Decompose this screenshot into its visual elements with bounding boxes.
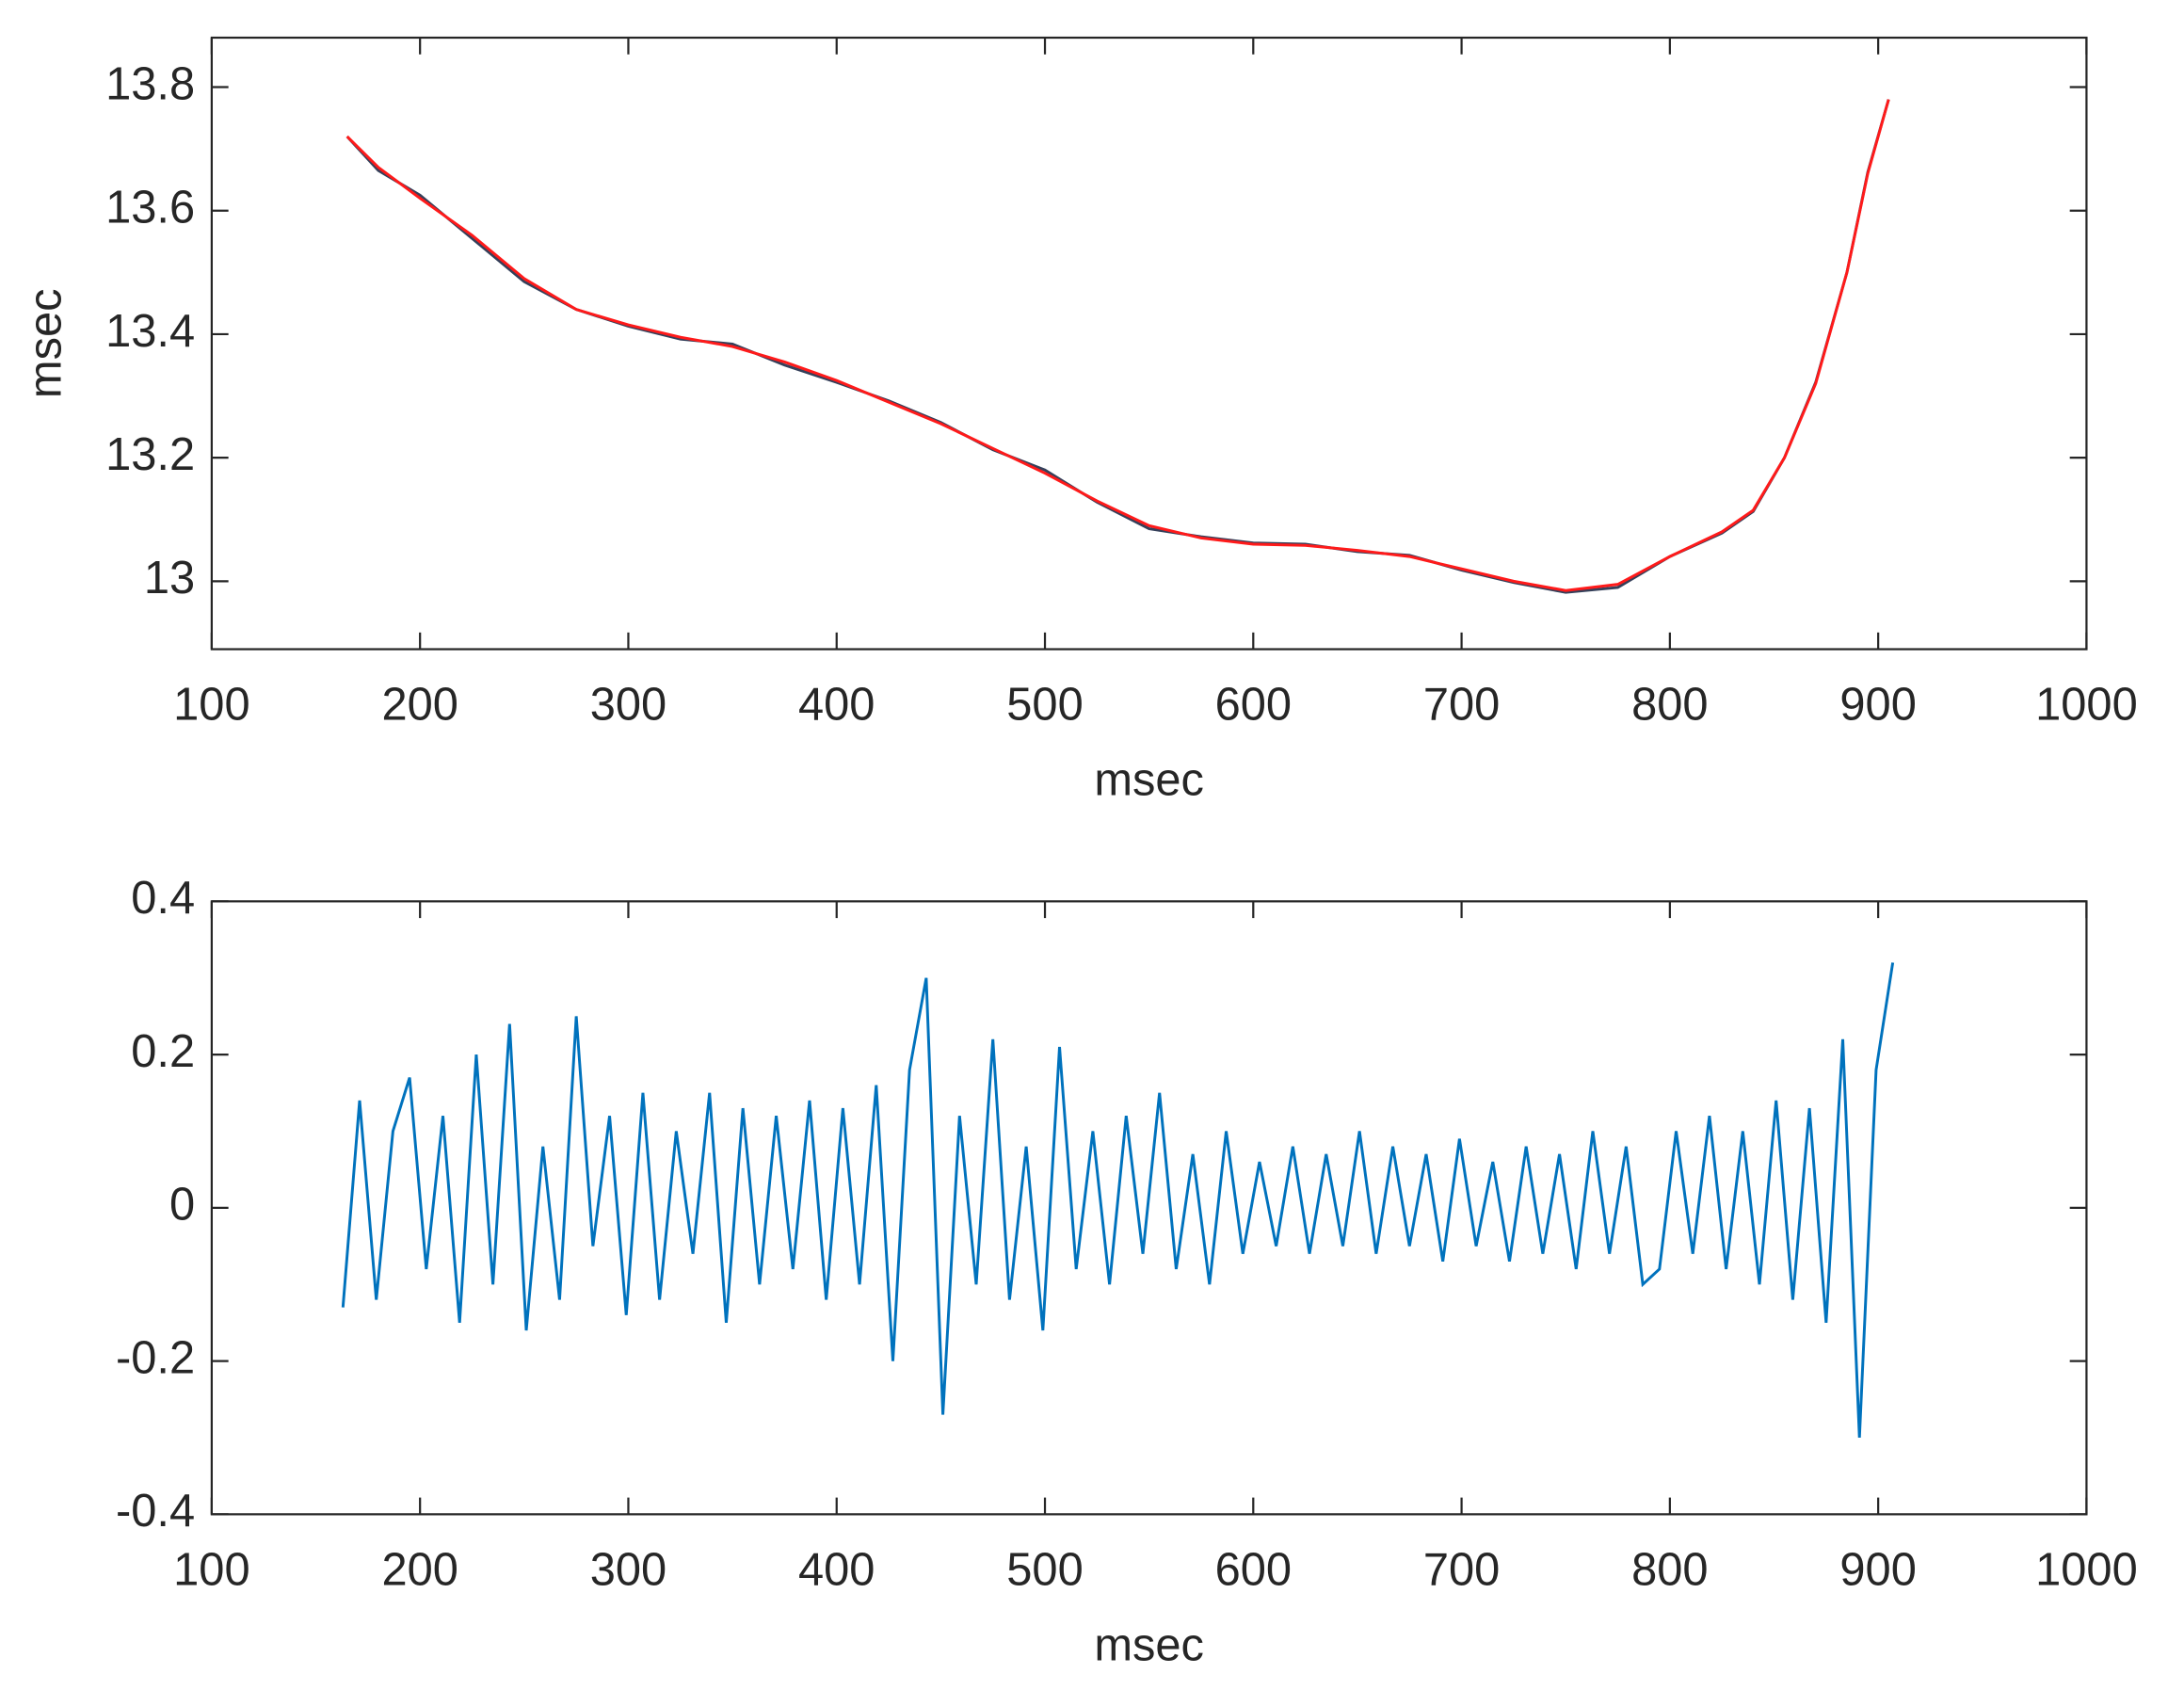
y-axis-label: msec xyxy=(21,288,72,398)
x-tick-label: 300 xyxy=(590,680,666,731)
x-tick-label: 500 xyxy=(1006,680,1083,731)
y-tick-label: 13.2 xyxy=(105,429,195,480)
x-tick-label: 300 xyxy=(590,1544,666,1595)
x-tick-label: 800 xyxy=(1631,1544,1708,1595)
x-tick-label: 200 xyxy=(381,680,458,731)
x-tick-label: 1000 xyxy=(2035,1544,2138,1595)
x-tick-label: 100 xyxy=(173,680,249,731)
x-tick-label: 200 xyxy=(381,1544,458,1595)
x-tick-label: 900 xyxy=(1839,680,1916,731)
y-tick-label: 13.6 xyxy=(105,183,195,233)
x-tick-label: 700 xyxy=(1423,1544,1500,1595)
y-tick-label: 0 xyxy=(169,1180,195,1231)
y-tick-label: -0.4 xyxy=(116,1486,195,1537)
x-tick-label: 100 xyxy=(173,1544,249,1595)
y-tick-label: 13.4 xyxy=(105,306,195,357)
x-tick-label: 400 xyxy=(798,680,875,731)
y-tick-label: 0.4 xyxy=(131,873,195,924)
y-tick-label: 13 xyxy=(144,553,195,604)
data-line xyxy=(341,962,1895,1439)
data-line xyxy=(345,99,1890,592)
x-tick-label: 700 xyxy=(1423,680,1500,731)
x-tick-label: 1000 xyxy=(2035,680,2138,731)
x-tick-label: 400 xyxy=(798,1544,875,1595)
plot-area xyxy=(210,900,2088,1516)
y-tick-label: 0.2 xyxy=(131,1026,195,1077)
x-axis-label: msec xyxy=(1094,1619,1204,1670)
x-tick-label: 900 xyxy=(1839,1544,1916,1595)
x-tick-label: 600 xyxy=(1215,1544,1292,1595)
x-axis-label: msec xyxy=(1094,754,1204,805)
plot-area xyxy=(210,36,2088,651)
x-tick-label: 500 xyxy=(1006,1544,1083,1595)
y-tick-label: 13.8 xyxy=(105,58,195,109)
x-tick-label: 800 xyxy=(1631,680,1708,731)
x-tick-label: 600 xyxy=(1215,680,1292,731)
y-tick-label: -0.2 xyxy=(116,1332,195,1383)
